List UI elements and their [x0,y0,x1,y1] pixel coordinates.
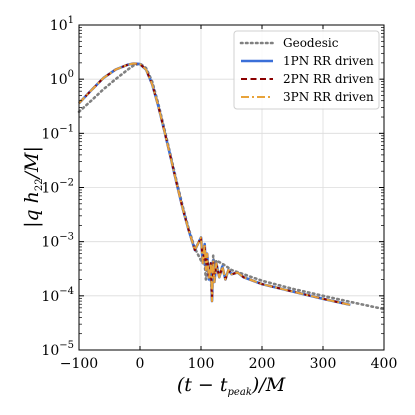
y-tick-labels: 10−5 10−4 10−3 10−2 10−1 100 101 [41,15,74,359]
x-tick-label: −100 [60,356,98,372]
plot-area [77,62,386,311]
y-tick-label: 101 [50,15,74,34]
x-tick-label: 200 [249,356,276,372]
legend: Geodesic 1PN RR driven 2PN RR driven 3PN RR… [233,30,380,110]
y-axis-label: |q h22/M| [21,146,45,228]
y-tick-label: 100 [50,69,74,88]
x-axis-label: (t − tpeak)/M [177,374,286,398]
series-line-4 [78,62,351,306]
legend-label-2: 1PN RR driven [283,54,374,68]
y-tick-label: 10−5 [41,340,74,359]
x-tick-label: 300 [310,356,337,372]
x-tick-labels: −100 0 100 200 300 400 [60,356,398,372]
legend-label-3: 2PN RR driven [283,72,374,86]
axis-ticks [78,24,385,351]
y-tick-label: 10−2 [41,178,74,197]
y-tick-label: 10−4 [41,286,74,305]
legend-box [233,30,380,110]
x-tick-label: 100 [188,356,215,372]
y-tick-label: 10−3 [41,232,74,251]
legend-label-4: 3PN RR driven [283,90,374,104]
y-tick-label: 10−1 [41,123,74,142]
legend-label-1: Geodesic [283,36,339,50]
x-tick-label: 400 [371,356,398,372]
x-tick-label: 0 [136,356,145,372]
